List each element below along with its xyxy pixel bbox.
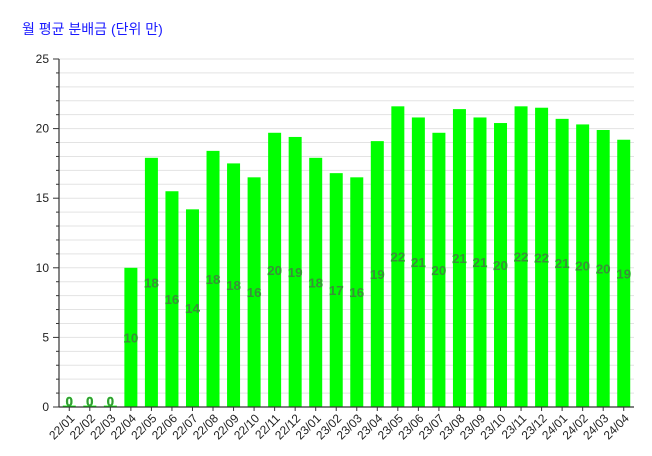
bar xyxy=(62,405,76,407)
data-label: 18 xyxy=(206,272,220,287)
y-tick-label: 5 xyxy=(42,330,49,344)
bar xyxy=(288,136,302,407)
data-label: 19 xyxy=(288,265,302,280)
data-label: 21 xyxy=(555,256,569,271)
data-label: 18 xyxy=(226,278,240,293)
bar xyxy=(452,109,466,407)
y-tick-label: 10 xyxy=(36,261,50,275)
data-label: 19 xyxy=(370,267,384,282)
bar xyxy=(103,405,117,407)
data-label: 16 xyxy=(350,285,364,300)
bar xyxy=(535,107,549,407)
bar xyxy=(411,117,425,408)
data-label: 20 xyxy=(267,263,281,278)
data-label: 17 xyxy=(329,283,343,298)
bars xyxy=(62,106,631,408)
x-axis-ticks: 22/0122/0222/0322/0422/0522/0622/0722/08… xyxy=(46,407,632,442)
bar xyxy=(268,132,282,407)
axes xyxy=(58,59,634,408)
data-label: 22 xyxy=(534,250,548,265)
bar xyxy=(329,173,343,407)
data-label: 20 xyxy=(575,259,589,274)
data-label: 20 xyxy=(493,258,507,273)
data-label: 0 xyxy=(107,394,114,409)
bar xyxy=(124,267,138,407)
y-tick-label: 0 xyxy=(42,400,49,414)
data-label: 0 xyxy=(66,394,73,409)
data-label: 10 xyxy=(124,330,138,345)
data-label: 19 xyxy=(616,266,630,281)
data-label: 16 xyxy=(247,285,261,300)
bar xyxy=(370,141,384,408)
bar xyxy=(494,123,508,408)
data-label: 21 xyxy=(473,255,487,270)
bar xyxy=(309,157,323,407)
bar xyxy=(165,191,179,407)
bar xyxy=(247,177,261,407)
bar xyxy=(432,132,446,407)
chart-title: 월 평균 분배금 (단위 만) xyxy=(22,21,163,37)
bar xyxy=(596,129,610,407)
bar xyxy=(617,139,631,407)
y-axis-ticks: 0 5 10 15 20 25 xyxy=(36,52,59,414)
bar xyxy=(391,106,405,407)
bar xyxy=(473,117,487,408)
data-label: 21 xyxy=(411,255,425,270)
bar xyxy=(206,150,220,407)
bar xyxy=(514,106,528,407)
bar xyxy=(83,405,97,407)
y-tick-label: 15 xyxy=(36,191,50,205)
data-label: 14 xyxy=(185,301,200,316)
bar xyxy=(555,118,569,407)
bar xyxy=(350,177,364,407)
y-tick-label: 25 xyxy=(36,52,50,66)
data-label: 16 xyxy=(165,292,179,307)
data-label: 20 xyxy=(596,261,610,276)
data-label: 18 xyxy=(144,275,158,290)
bar xyxy=(576,124,590,407)
data-label: 0 xyxy=(86,394,93,409)
data-label: 20 xyxy=(432,263,446,278)
y-tick-label: 20 xyxy=(36,122,50,136)
data-label: 21 xyxy=(452,251,466,266)
data-label: 18 xyxy=(308,275,322,290)
data-label: 22 xyxy=(391,250,405,265)
bar xyxy=(227,163,241,407)
bar xyxy=(185,209,199,407)
bar xyxy=(144,157,158,407)
data-label: 22 xyxy=(514,250,528,265)
